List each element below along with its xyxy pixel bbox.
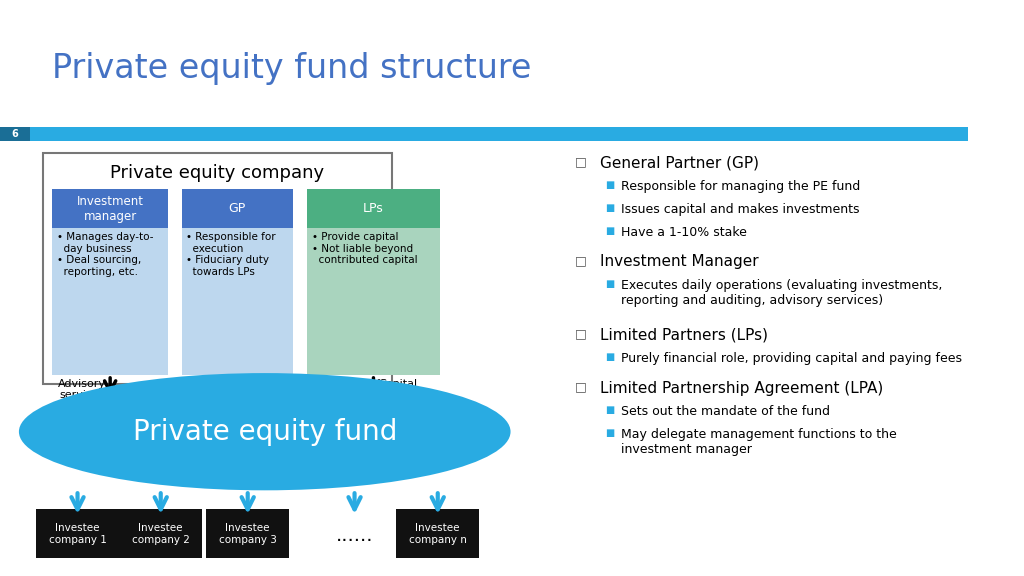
Ellipse shape: [18, 373, 511, 490]
Text: General Partner (GP): General Partner (GP): [600, 156, 760, 170]
Bar: [396, 509, 479, 558]
Text: Investee
company 2: Investee company 2: [132, 523, 189, 545]
Text: Investee
company 1: Investee company 1: [48, 523, 106, 545]
Text: ■: ■: [605, 353, 614, 362]
Bar: [181, 189, 293, 229]
Text: GP interest: GP interest: [207, 379, 268, 389]
Text: Issues capital and makes investments: Issues capital and makes investments: [622, 203, 860, 216]
Bar: [206, 509, 290, 558]
Bar: [307, 189, 439, 229]
Bar: [181, 229, 293, 375]
Text: • Manages day-to-
  day business
• Deal sourcing,
  reporting, etc.: • Manages day-to- day business • Deal so…: [56, 232, 154, 277]
Bar: [52, 229, 168, 375]
Text: ■: ■: [605, 428, 614, 438]
Text: Investee
company n: Investee company n: [409, 523, 467, 545]
Bar: [0, 127, 31, 141]
Text: Advisory
services: Advisory services: [57, 379, 105, 400]
Text: ■: ■: [605, 226, 614, 236]
Bar: [0, 127, 968, 141]
Text: Have a 1-10% stake: Have a 1-10% stake: [622, 226, 748, 238]
Text: □: □: [574, 156, 587, 169]
Text: Private equity fund: Private equity fund: [132, 418, 397, 446]
Bar: [52, 189, 168, 229]
Text: Private equity company: Private equity company: [111, 164, 325, 182]
Text: Capital: Capital: [378, 379, 418, 389]
Text: ■: ■: [605, 180, 614, 190]
Text: Investment
manager: Investment manager: [77, 195, 143, 222]
Text: Executes daily operations (evaluating investments,
reporting and auditing, advis: Executes daily operations (evaluating in…: [622, 279, 942, 306]
Text: Responsible for managing the PE fund: Responsible for managing the PE fund: [622, 180, 860, 193]
Bar: [307, 229, 439, 375]
Text: ■: ■: [605, 279, 614, 289]
Text: • Responsible for
  execution
• Fiduciary duty
  towards LPs: • Responsible for execution • Fiduciary …: [186, 232, 275, 277]
Text: ......: ......: [336, 526, 374, 545]
Text: ■: ■: [605, 406, 614, 415]
Text: 6: 6: [11, 129, 18, 139]
Text: ■: ■: [605, 203, 614, 213]
Text: May delegate management functions to the
investment manager: May delegate management functions to the…: [622, 428, 897, 456]
Text: Investee
company 3: Investee company 3: [219, 523, 276, 545]
Text: Sets out the mandate of the fund: Sets out the mandate of the fund: [622, 406, 830, 418]
Text: GP: GP: [228, 202, 246, 215]
Text: □: □: [574, 328, 587, 341]
Text: Purely financial role, providing capital and paying fees: Purely financial role, providing capital…: [622, 353, 963, 365]
Text: Private equity fund structure: Private equity fund structure: [52, 52, 531, 85]
Text: □: □: [574, 381, 587, 393]
Bar: [36, 509, 119, 558]
Text: Investment Manager: Investment Manager: [600, 254, 759, 269]
Text: □: □: [574, 254, 587, 267]
Text: Limited Partnership Agreement (LPA): Limited Partnership Agreement (LPA): [600, 381, 884, 396]
Text: Limited Partners (LPs): Limited Partners (LPs): [600, 328, 768, 343]
Bar: [43, 153, 392, 384]
Bar: [119, 509, 203, 558]
Text: LPs: LPs: [364, 202, 384, 215]
Text: • Provide capital
• Not liable beyond
  contributed capital: • Provide capital • Not liable beyond co…: [312, 232, 418, 266]
